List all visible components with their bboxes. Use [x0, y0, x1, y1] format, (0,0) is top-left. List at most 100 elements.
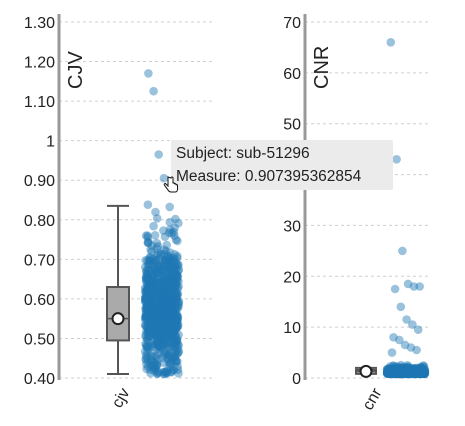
data-point	[399, 368, 408, 378]
data-point	[410, 367, 420, 376]
data-point	[157, 316, 166, 326]
data-point	[151, 298, 161, 307]
data-point	[403, 368, 413, 378]
data-point	[408, 366, 417, 376]
data-point	[384, 366, 394, 375]
data-point	[150, 278, 160, 287]
data-point	[388, 368, 398, 378]
data-point	[410, 369, 420, 378]
data-point	[152, 279, 162, 288]
data-point	[155, 332, 165, 342]
data-point	[173, 312, 182, 321]
data-point	[398, 369, 407, 379]
y-tick-label: 50	[283, 117, 301, 134]
data-point	[168, 278, 177, 288]
data-point	[155, 338, 164, 347]
data-point	[403, 367, 413, 376]
data-point	[403, 365, 412, 375]
data-point	[159, 358, 169, 368]
data-point	[172, 275, 182, 284]
data-point	[406, 365, 415, 375]
data-point	[399, 367, 409, 377]
data-point	[144, 314, 154, 324]
data-point	[391, 364, 401, 374]
data-point	[155, 279, 165, 288]
data-point	[392, 368, 402, 378]
data-point	[167, 318, 176, 328]
data-point	[388, 365, 398, 374]
data-point	[160, 294, 169, 304]
data-point	[411, 368, 420, 378]
data-point	[152, 288, 161, 298]
data-point	[143, 279, 152, 289]
data-point	[403, 367, 412, 376]
data-point	[158, 340, 168, 349]
data-point	[390, 368, 399, 378]
data-point	[165, 311, 174, 321]
data-point	[401, 367, 411, 377]
data-point	[144, 273, 153, 283]
data-point	[147, 247, 156, 256]
data-point	[383, 367, 392, 377]
data-point	[164, 277, 174, 287]
data-point	[405, 367, 414, 377]
data-point	[160, 320, 170, 330]
data-point	[144, 326, 154, 336]
data-point	[174, 297, 184, 306]
data-point	[394, 368, 404, 378]
data-point	[399, 369, 409, 378]
data-point	[411, 367, 421, 377]
data-point	[146, 368, 155, 378]
data-point	[164, 300, 174, 310]
data-point	[156, 318, 165, 327]
data-point	[167, 323, 176, 333]
data-point	[397, 367, 406, 376]
data-point	[156, 309, 165, 318]
data-point	[418, 367, 428, 377]
x-category-label: cjv	[109, 386, 134, 411]
data-point	[156, 301, 166, 311]
outlier-point	[389, 333, 398, 342]
data-point	[142, 302, 152, 312]
data-point	[164, 305, 174, 314]
data-point	[406, 368, 415, 378]
data-point	[408, 367, 417, 377]
data-point	[167, 261, 177, 270]
data-point	[163, 284, 173, 294]
data-point	[152, 369, 162, 379]
data-point	[415, 367, 425, 376]
data-point	[172, 290, 182, 299]
data-point	[174, 347, 184, 356]
data-point	[386, 364, 396, 374]
data-point	[162, 311, 172, 321]
data-point	[412, 367, 421, 377]
data-point	[413, 368, 423, 377]
data-point	[145, 332, 154, 342]
data-point	[169, 256, 179, 266]
data-point	[162, 277, 172, 287]
data-point	[396, 367, 405, 377]
data-point	[156, 321, 166, 331]
data-point	[168, 279, 178, 288]
data-point	[161, 367, 170, 377]
data-point	[420, 366, 429, 376]
data-point	[391, 369, 401, 379]
data-point	[165, 271, 174, 281]
data-point	[151, 299, 160, 308]
outlier-point	[149, 86, 158, 96]
data-point	[159, 339, 168, 349]
data-point	[394, 366, 404, 375]
data-point	[413, 368, 423, 378]
data-point	[153, 305, 162, 314]
data-point	[152, 296, 162, 306]
data-point	[159, 226, 168, 235]
data-point	[392, 367, 402, 377]
data-point	[169, 305, 178, 315]
data-point	[148, 271, 158, 281]
data-point	[168, 314, 178, 323]
data-point	[167, 339, 177, 348]
data-point	[150, 310, 159, 320]
data-point	[155, 320, 165, 330]
data-point	[170, 264, 179, 273]
data-point	[384, 368, 394, 377]
